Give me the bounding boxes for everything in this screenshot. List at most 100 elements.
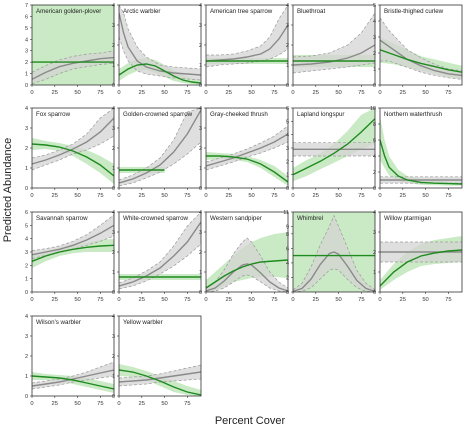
y-tick-label: 2 bbox=[25, 60, 28, 66]
y-tick-label: 4 bbox=[25, 237, 28, 243]
panel-title: Arctic warbler bbox=[123, 8, 160, 15]
x-tick-label: 0 bbox=[117, 90, 120, 96]
x-tick-label: 25 bbox=[313, 297, 319, 303]
y-tick-label: 8 bbox=[373, 122, 376, 128]
panel-whimbrel: Whimbrel 0 2 4 6 89 11 0 25 50 75 bbox=[283, 210, 376, 303]
panel-frame bbox=[292, 211, 376, 293]
y-tick-label: 2 bbox=[199, 43, 202, 49]
gray-ci-band bbox=[206, 5, 288, 67]
x-tick-label: 0 bbox=[378, 193, 381, 199]
x-tick-label: 0 bbox=[30, 90, 33, 96]
gray-ci-edge-hi bbox=[293, 12, 375, 58]
x-tick-label: 50 bbox=[74, 297, 80, 303]
gray-fit-line bbox=[119, 371, 201, 383]
green-fit-line bbox=[380, 49, 462, 73]
panel-title: Wilson's warbler bbox=[36, 319, 81, 326]
panel-arctic-warbler: Arctic warbler 0 1 2 3 4 0 25 50 75 bbox=[112, 3, 202, 96]
green-fit-line bbox=[293, 118, 375, 176]
y-tick-label: 1 bbox=[286, 173, 289, 179]
gray-ci-edge-lo bbox=[206, 141, 288, 171]
y-tick-label: 1 bbox=[25, 72, 28, 78]
y-tick-label: 5 bbox=[373, 3, 376, 9]
x-tick-label: 0 bbox=[117, 297, 120, 303]
x-tick-label: 50 bbox=[335, 193, 341, 199]
gray-ci-edge-lo bbox=[32, 62, 114, 85]
y-tick-label: 2 bbox=[373, 250, 376, 256]
y-tick-label: 0 bbox=[25, 83, 28, 89]
y-tick-label: 0 bbox=[25, 394, 28, 400]
panel-frame bbox=[379, 4, 463, 86]
x-tick-label: 50 bbox=[422, 90, 428, 96]
x-tick-label: 75 bbox=[445, 90, 451, 96]
panel-white-crowned-sparrow: White-crowned sparrow 0 1 2 3 4 0 25 50 75 bbox=[112, 210, 202, 303]
y-tick-label: 3 bbox=[112, 126, 115, 132]
y-tick-label: 0 bbox=[199, 290, 202, 296]
gray-fit-line bbox=[32, 369, 114, 387]
green-fit-line bbox=[206, 259, 288, 289]
panel-savannah-sparrow: Savannah sparrow 0 1 2 3 4 5 6 0 25 50 75 bbox=[25, 210, 115, 303]
gray-ci-band bbox=[206, 126, 288, 170]
panel-title: Savannah sparrow bbox=[36, 215, 88, 222]
green-fit-line bbox=[32, 244, 114, 262]
gray-fit-line bbox=[293, 44, 375, 66]
gray-ci-band bbox=[119, 5, 201, 80]
x-tick-label: 75 bbox=[358, 193, 364, 199]
x-tick-label: 75 bbox=[445, 193, 451, 199]
gray-ci-band bbox=[293, 215, 375, 292]
panel-plot-area bbox=[293, 12, 375, 74]
x-tick-label: 50 bbox=[335, 90, 341, 96]
gray-ci-edge-hi bbox=[293, 214, 375, 291]
gray-ci-band bbox=[119, 212, 201, 289]
y-tick-label: 0 bbox=[112, 290, 115, 296]
y-tick-label: 1 bbox=[25, 166, 28, 172]
panel-plot-area bbox=[32, 214, 114, 268]
y-tick-label: 6 bbox=[25, 14, 28, 20]
panel-plot-area bbox=[32, 5, 114, 85]
y-tick-label: 4 bbox=[373, 19, 376, 25]
x-tick-label: 25 bbox=[400, 90, 406, 96]
panel-title: Bristle-thighed curlew bbox=[384, 8, 444, 15]
x-tick-label: 25 bbox=[139, 90, 145, 96]
y-tick-label: 0 bbox=[199, 186, 202, 192]
y-tick-label: 9 bbox=[286, 225, 289, 231]
y-tick-label: 4 bbox=[112, 3, 115, 9]
gray-ci-edge-lo bbox=[32, 375, 114, 390]
panel-frame bbox=[379, 107, 463, 189]
x-tick-label: 25 bbox=[226, 193, 232, 199]
y-tick-label: 2 bbox=[373, 170, 376, 176]
panel-plot-area bbox=[119, 108, 201, 187]
panel-willow-ptarmigan: Willow ptarmigan 0 1 2 3 4 0 25 50 75 bbox=[373, 210, 463, 303]
y-tick-label: 4 bbox=[286, 261, 289, 267]
green-fit-line bbox=[119, 369, 201, 396]
gray-ci-edge-lo bbox=[293, 62, 375, 74]
x-tick-label: 25 bbox=[139, 193, 145, 199]
x-tick-label: 75 bbox=[184, 401, 190, 407]
y-tick-label: 1 bbox=[199, 270, 202, 276]
gray-ci-edge-hi bbox=[206, 5, 288, 56]
y-tick-label: 0 bbox=[25, 290, 28, 296]
x-tick-label: 75 bbox=[184, 297, 190, 303]
gray-ci-band bbox=[119, 108, 201, 186]
y-tick-label: 3 bbox=[25, 49, 28, 55]
x-tick-label: 25 bbox=[139, 401, 145, 407]
gray-ci-band bbox=[32, 50, 114, 84]
gray-fit-line bbox=[32, 117, 114, 165]
y-tick-label: 2 bbox=[25, 354, 28, 360]
panel-golden-crowned-sparrow: Golden-crowned sparrow 0 1 2 3 4 0 25 50 75 bbox=[112, 106, 202, 199]
gray-ci-edge-hi bbox=[119, 364, 201, 379]
y-tick-label: 4 bbox=[373, 154, 376, 160]
gray-ci-edge-hi bbox=[380, 17, 462, 71]
y-tick-label: 4 bbox=[286, 3, 289, 9]
y-tick-label: 3 bbox=[112, 230, 115, 236]
panel-plot-area bbox=[293, 212, 375, 292]
panel-plot-area bbox=[293, 108, 375, 182]
panel-title: Golden-crowned sparrow bbox=[123, 111, 193, 118]
y-tick-label: 2 bbox=[199, 250, 202, 256]
y-tick-label: 0 bbox=[373, 290, 376, 296]
y-tick-label: 3 bbox=[286, 146, 289, 152]
panel-title: Willow ptarmigan bbox=[384, 215, 432, 222]
panel-title: Bluethroat bbox=[297, 8, 325, 15]
x-tick-label: 0 bbox=[117, 401, 120, 407]
